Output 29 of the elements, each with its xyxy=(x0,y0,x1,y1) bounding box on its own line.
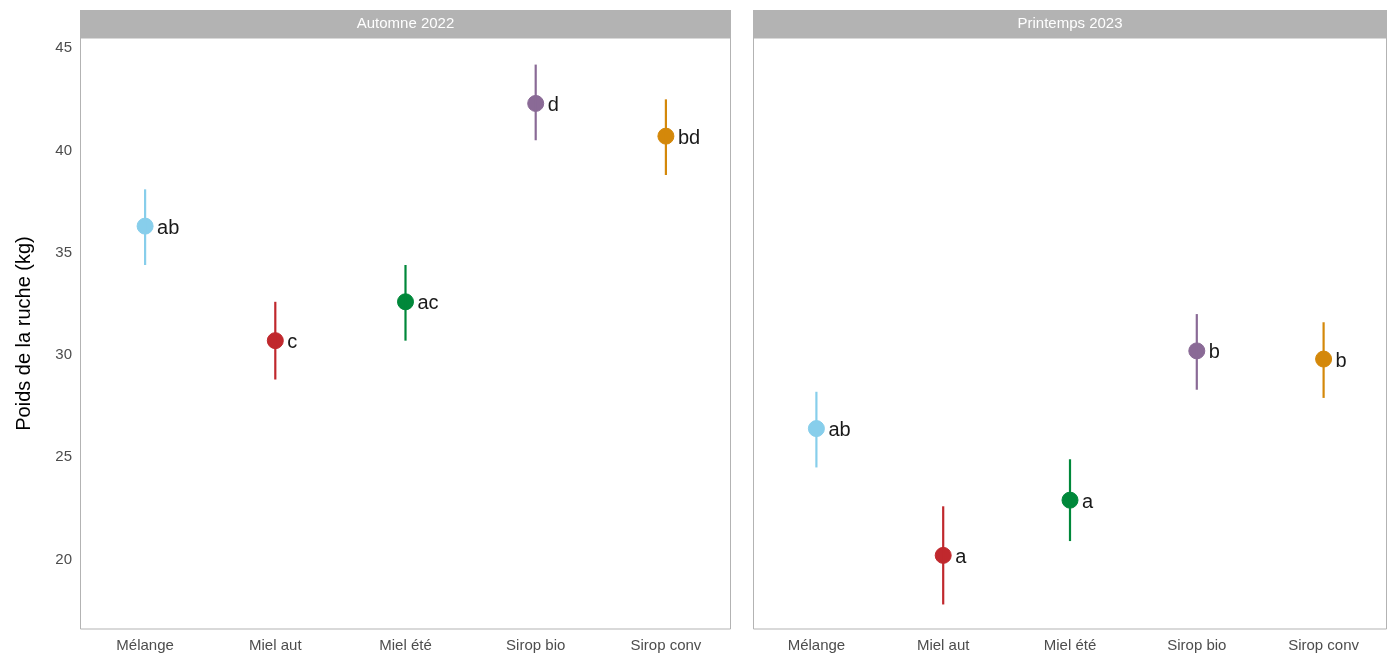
data-label: ac xyxy=(417,291,439,314)
y-axis-title: Poids de la ruche (kg) xyxy=(11,236,34,431)
data-label: b xyxy=(1208,340,1220,363)
x-tick-label: Miel été xyxy=(379,636,432,654)
x-tick-label: Miel aut xyxy=(916,636,971,654)
x-tick-label: Sirop bio xyxy=(1167,636,1227,654)
y-tick-label: 45 xyxy=(55,38,72,56)
x-tick-label: Sirop bio xyxy=(506,636,566,654)
data-label: d xyxy=(547,92,559,115)
data-label: bd xyxy=(677,125,701,148)
y-tick-label: 20 xyxy=(55,549,72,567)
data-label: ab xyxy=(828,418,851,441)
x-tick-label: Mélange xyxy=(116,636,174,654)
y-tick-label: 25 xyxy=(55,447,72,465)
x-tick-label: Mélange xyxy=(787,636,846,654)
chart-title: Automne 2022 xyxy=(356,14,455,32)
data-label: a xyxy=(1082,489,1094,512)
y-tick-label: 30 xyxy=(55,345,72,363)
y-tick-label: 35 xyxy=(55,242,72,260)
x-tick-label: Miel été xyxy=(1043,636,1097,654)
x-tick-label: Miel aut xyxy=(249,636,303,654)
chart-title: Printemps 2023 xyxy=(1017,14,1123,32)
data-label: a xyxy=(955,544,968,567)
data-label: c xyxy=(287,330,298,353)
y-tick-label: 40 xyxy=(55,140,72,158)
x-tick-label: Sirop conv xyxy=(1288,636,1360,654)
x-tick-label: Sirop conv xyxy=(630,636,702,654)
data-label: b xyxy=(1335,348,1347,371)
data-label: ab xyxy=(157,215,180,238)
